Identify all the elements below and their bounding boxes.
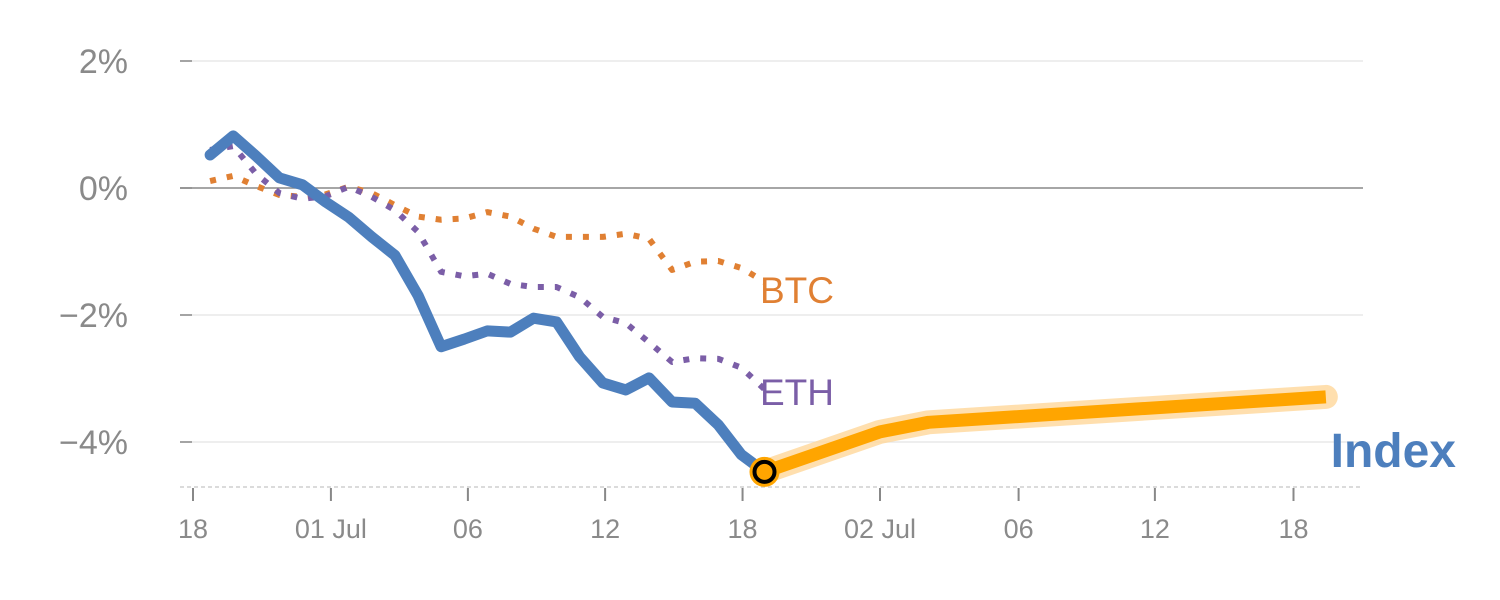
x-tick-label: 06 [1004, 514, 1034, 544]
index-line [204, 130, 770, 478]
y-tick-label: 2% [79, 43, 128, 81]
series-lines [204, 130, 1338, 487]
x-axis: 18 01 Jul 06 12 18 02 Jul 06 12 18 [178, 486, 1363, 544]
series-labels: BTC ETH Index [760, 270, 1456, 478]
x-tick-label: 18 [728, 514, 758, 544]
x-tick-label: 12 [590, 514, 620, 544]
index-forecast-line [762, 390, 1327, 478]
marker-ring [752, 459, 777, 484]
y-tick-label: −2% [59, 297, 128, 335]
x-tick-label: 01 Jul [295, 514, 367, 544]
y-axis: 2% 0% −2% −4% [59, 43, 192, 462]
y-tick-label: 0% [79, 170, 128, 208]
eth-label: ETH [760, 372, 834, 413]
x-tick-label: 02 Jul [844, 514, 916, 544]
x-tick-label: 18 [1278, 514, 1308, 544]
eth-line [209, 143, 767, 392]
x-tick-label: 18 [178, 514, 208, 544]
index-label: Index [1331, 425, 1457, 478]
x-tick-label: 06 [453, 514, 483, 544]
x-tick-label: 12 [1140, 514, 1170, 544]
btc-line [209, 172, 767, 285]
y-tick-label: −4% [59, 424, 128, 462]
gridlines [180, 60, 1363, 443]
btc-label: BTC [760, 270, 834, 311]
